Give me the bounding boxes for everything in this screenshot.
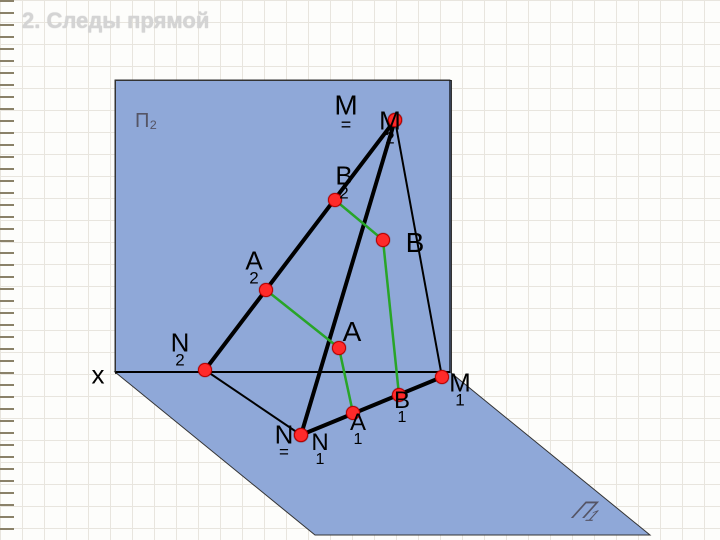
projection-plane-pi1 [115, 372, 650, 535]
label-B_lbl: B [406, 231, 425, 255]
label-A1_lbl: A1 [350, 413, 366, 447]
diagram-lines-layer [0, 0, 720, 540]
label-N_lbl: N= [275, 424, 294, 461]
label-N1_lbl: N1 [311, 433, 328, 467]
label-B2_lbl: B2 [335, 165, 352, 202]
label-A_lbl: A [343, 320, 362, 344]
label-N2_lbl: N2 [171, 332, 190, 369]
point-M1 [435, 370, 449, 384]
plane-label-pi2: П₂ [135, 110, 157, 133]
line-proj2 [205, 120, 395, 370]
label-M_lbl: M= [334, 93, 357, 132]
axis-x-label: x [92, 360, 105, 391]
point-N2 [198, 363, 212, 377]
label-M2_lbl: M2 [379, 110, 401, 147]
label-M1_lbl: M1 [449, 372, 471, 409]
label-A2_lbl: A2 [245, 250, 262, 287]
diagram-viewport: 2. Следы прямой П₂ П₁ x M=M2B2BA2AN2M1B1… [0, 0, 720, 540]
point-N1 [294, 428, 308, 442]
label-B1_lbl: B1 [394, 391, 410, 425]
line-link_a [266, 290, 339, 348]
point-B [376, 233, 390, 247]
